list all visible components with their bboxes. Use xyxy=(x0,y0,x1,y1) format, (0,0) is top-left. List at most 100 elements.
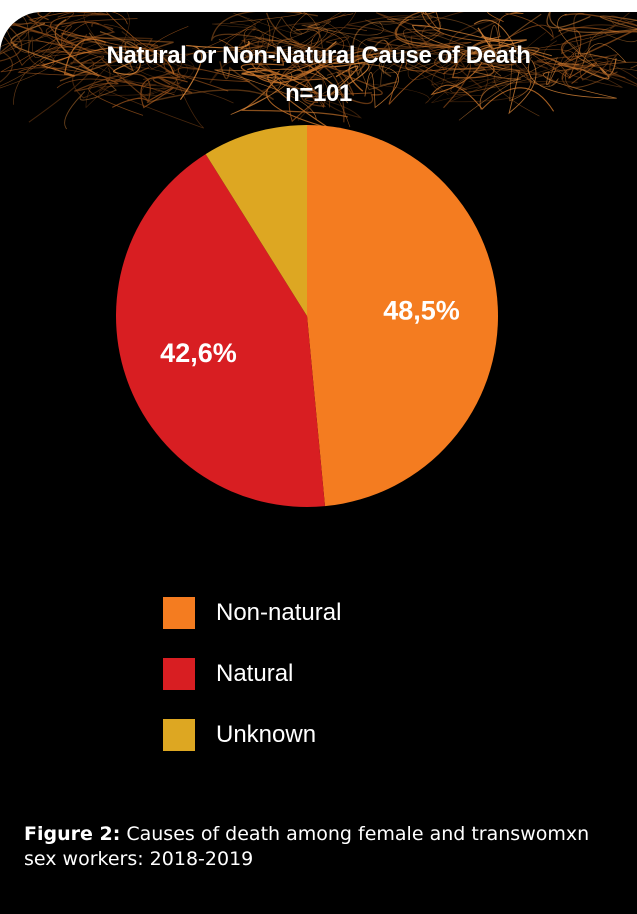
texture-strand xyxy=(301,21,385,75)
texture-strand xyxy=(35,37,102,69)
texture-strand xyxy=(306,69,353,128)
texture-strand xyxy=(434,49,517,70)
texture-strand xyxy=(543,40,623,88)
legend-swatch-natural xyxy=(163,658,195,690)
texture-strand xyxy=(421,12,499,42)
pie-slice-natural xyxy=(115,154,325,508)
texture-strand xyxy=(230,12,323,49)
texture-strand xyxy=(94,64,179,97)
texture-strand xyxy=(98,76,234,129)
decorative-texture xyxy=(0,12,637,130)
pie-slice-non-natural xyxy=(307,125,499,507)
texture-strand xyxy=(45,31,202,72)
texture-strand xyxy=(59,32,174,82)
texture-strand xyxy=(470,12,524,60)
texture-strand xyxy=(254,20,350,66)
texture-strand xyxy=(411,19,552,63)
figure-caption-text: Causes of death among female and transwo… xyxy=(24,823,590,870)
texture-strand xyxy=(560,12,637,55)
texture-strand xyxy=(293,56,345,123)
texture-strand xyxy=(533,53,626,91)
texture-strand xyxy=(451,39,579,79)
texture-strand xyxy=(246,36,313,64)
texture-strand xyxy=(10,19,100,77)
texture-strand xyxy=(142,44,186,80)
texture-strand xyxy=(481,51,532,102)
texture-strand xyxy=(0,51,13,83)
texture-strand xyxy=(438,12,554,56)
texture-strand xyxy=(0,12,110,53)
texture-strand xyxy=(64,79,117,130)
data-label-non-natural: 48,5% xyxy=(383,296,460,326)
texture-strand xyxy=(40,38,175,77)
figure-caption-label: Figure 2: xyxy=(24,823,121,845)
texture-strand xyxy=(17,67,175,96)
texture-strand xyxy=(179,40,250,101)
legend-item-unknown: Unknown xyxy=(163,719,316,751)
texture-strand xyxy=(273,12,364,65)
texture-strand xyxy=(449,68,522,110)
texture-strand xyxy=(430,63,511,104)
texture-strand xyxy=(293,48,396,92)
texture-strand xyxy=(34,12,138,48)
legend-label-unknown: Unknown xyxy=(216,721,317,748)
texture-strand xyxy=(146,61,274,104)
texture-strand xyxy=(458,57,559,121)
legend-item-natural: Natural xyxy=(163,658,293,690)
legend-swatch-unknown xyxy=(163,719,195,751)
texture-strand xyxy=(210,12,332,56)
data-label-natural: 42,6% xyxy=(160,338,237,368)
texture-strand xyxy=(367,12,441,49)
texture-strand xyxy=(536,55,637,86)
texture-strand xyxy=(127,47,203,102)
texture-strand xyxy=(381,48,467,91)
texture-strand xyxy=(243,19,315,72)
chart-panel: Natural or Non-Natural Cause of Death n=… xyxy=(0,12,637,914)
texture-strand xyxy=(157,39,298,92)
texture-strand xyxy=(469,27,527,59)
texture-strand xyxy=(394,12,464,49)
texture-strand xyxy=(288,78,372,123)
pie-slice-unknown xyxy=(205,125,307,316)
texture-strand xyxy=(542,61,637,88)
texture-strand xyxy=(3,14,43,54)
chart-subtitle: n=101 xyxy=(285,80,352,107)
texture-strand xyxy=(352,20,395,78)
legend-label-non-natural: Non-natural xyxy=(216,599,342,626)
texture-strand xyxy=(388,56,457,105)
texture-strand xyxy=(88,31,147,72)
texture-strand xyxy=(528,56,617,99)
texture-strand xyxy=(70,33,153,65)
pie-chart: 48,5% 42,6% xyxy=(115,125,499,508)
texture-strand xyxy=(550,12,637,42)
texture-strand xyxy=(491,32,592,84)
texture-strand xyxy=(558,27,620,85)
legend-item-non-natural: Non-natural xyxy=(163,597,341,629)
texture-strand xyxy=(430,62,555,112)
texture-strand xyxy=(0,12,54,62)
texture-strand xyxy=(346,12,467,69)
texture-strand xyxy=(443,49,476,109)
legend-label-natural: Natural xyxy=(216,660,294,687)
chart-title: Natural or Non-Natural Cause of Death xyxy=(106,42,531,69)
texture-strand xyxy=(546,12,637,33)
texture-strand xyxy=(468,48,557,86)
texture-strand xyxy=(306,13,368,67)
texture-strand xyxy=(523,34,603,71)
texture-strand xyxy=(412,42,472,75)
texture-strand xyxy=(365,12,442,40)
texture-strand xyxy=(248,39,330,108)
texture-strand xyxy=(232,28,342,65)
texture-strand xyxy=(357,37,451,90)
texture-strand xyxy=(60,21,116,47)
texture-strand xyxy=(298,48,369,80)
texture-strand xyxy=(0,21,115,67)
texture-strand xyxy=(113,51,159,75)
texture-strand xyxy=(240,36,300,48)
texture-strand xyxy=(74,58,151,102)
texture-strand xyxy=(112,76,188,109)
texture-strand xyxy=(240,51,321,95)
texture-strand xyxy=(0,30,84,69)
texture-strand xyxy=(52,24,156,66)
